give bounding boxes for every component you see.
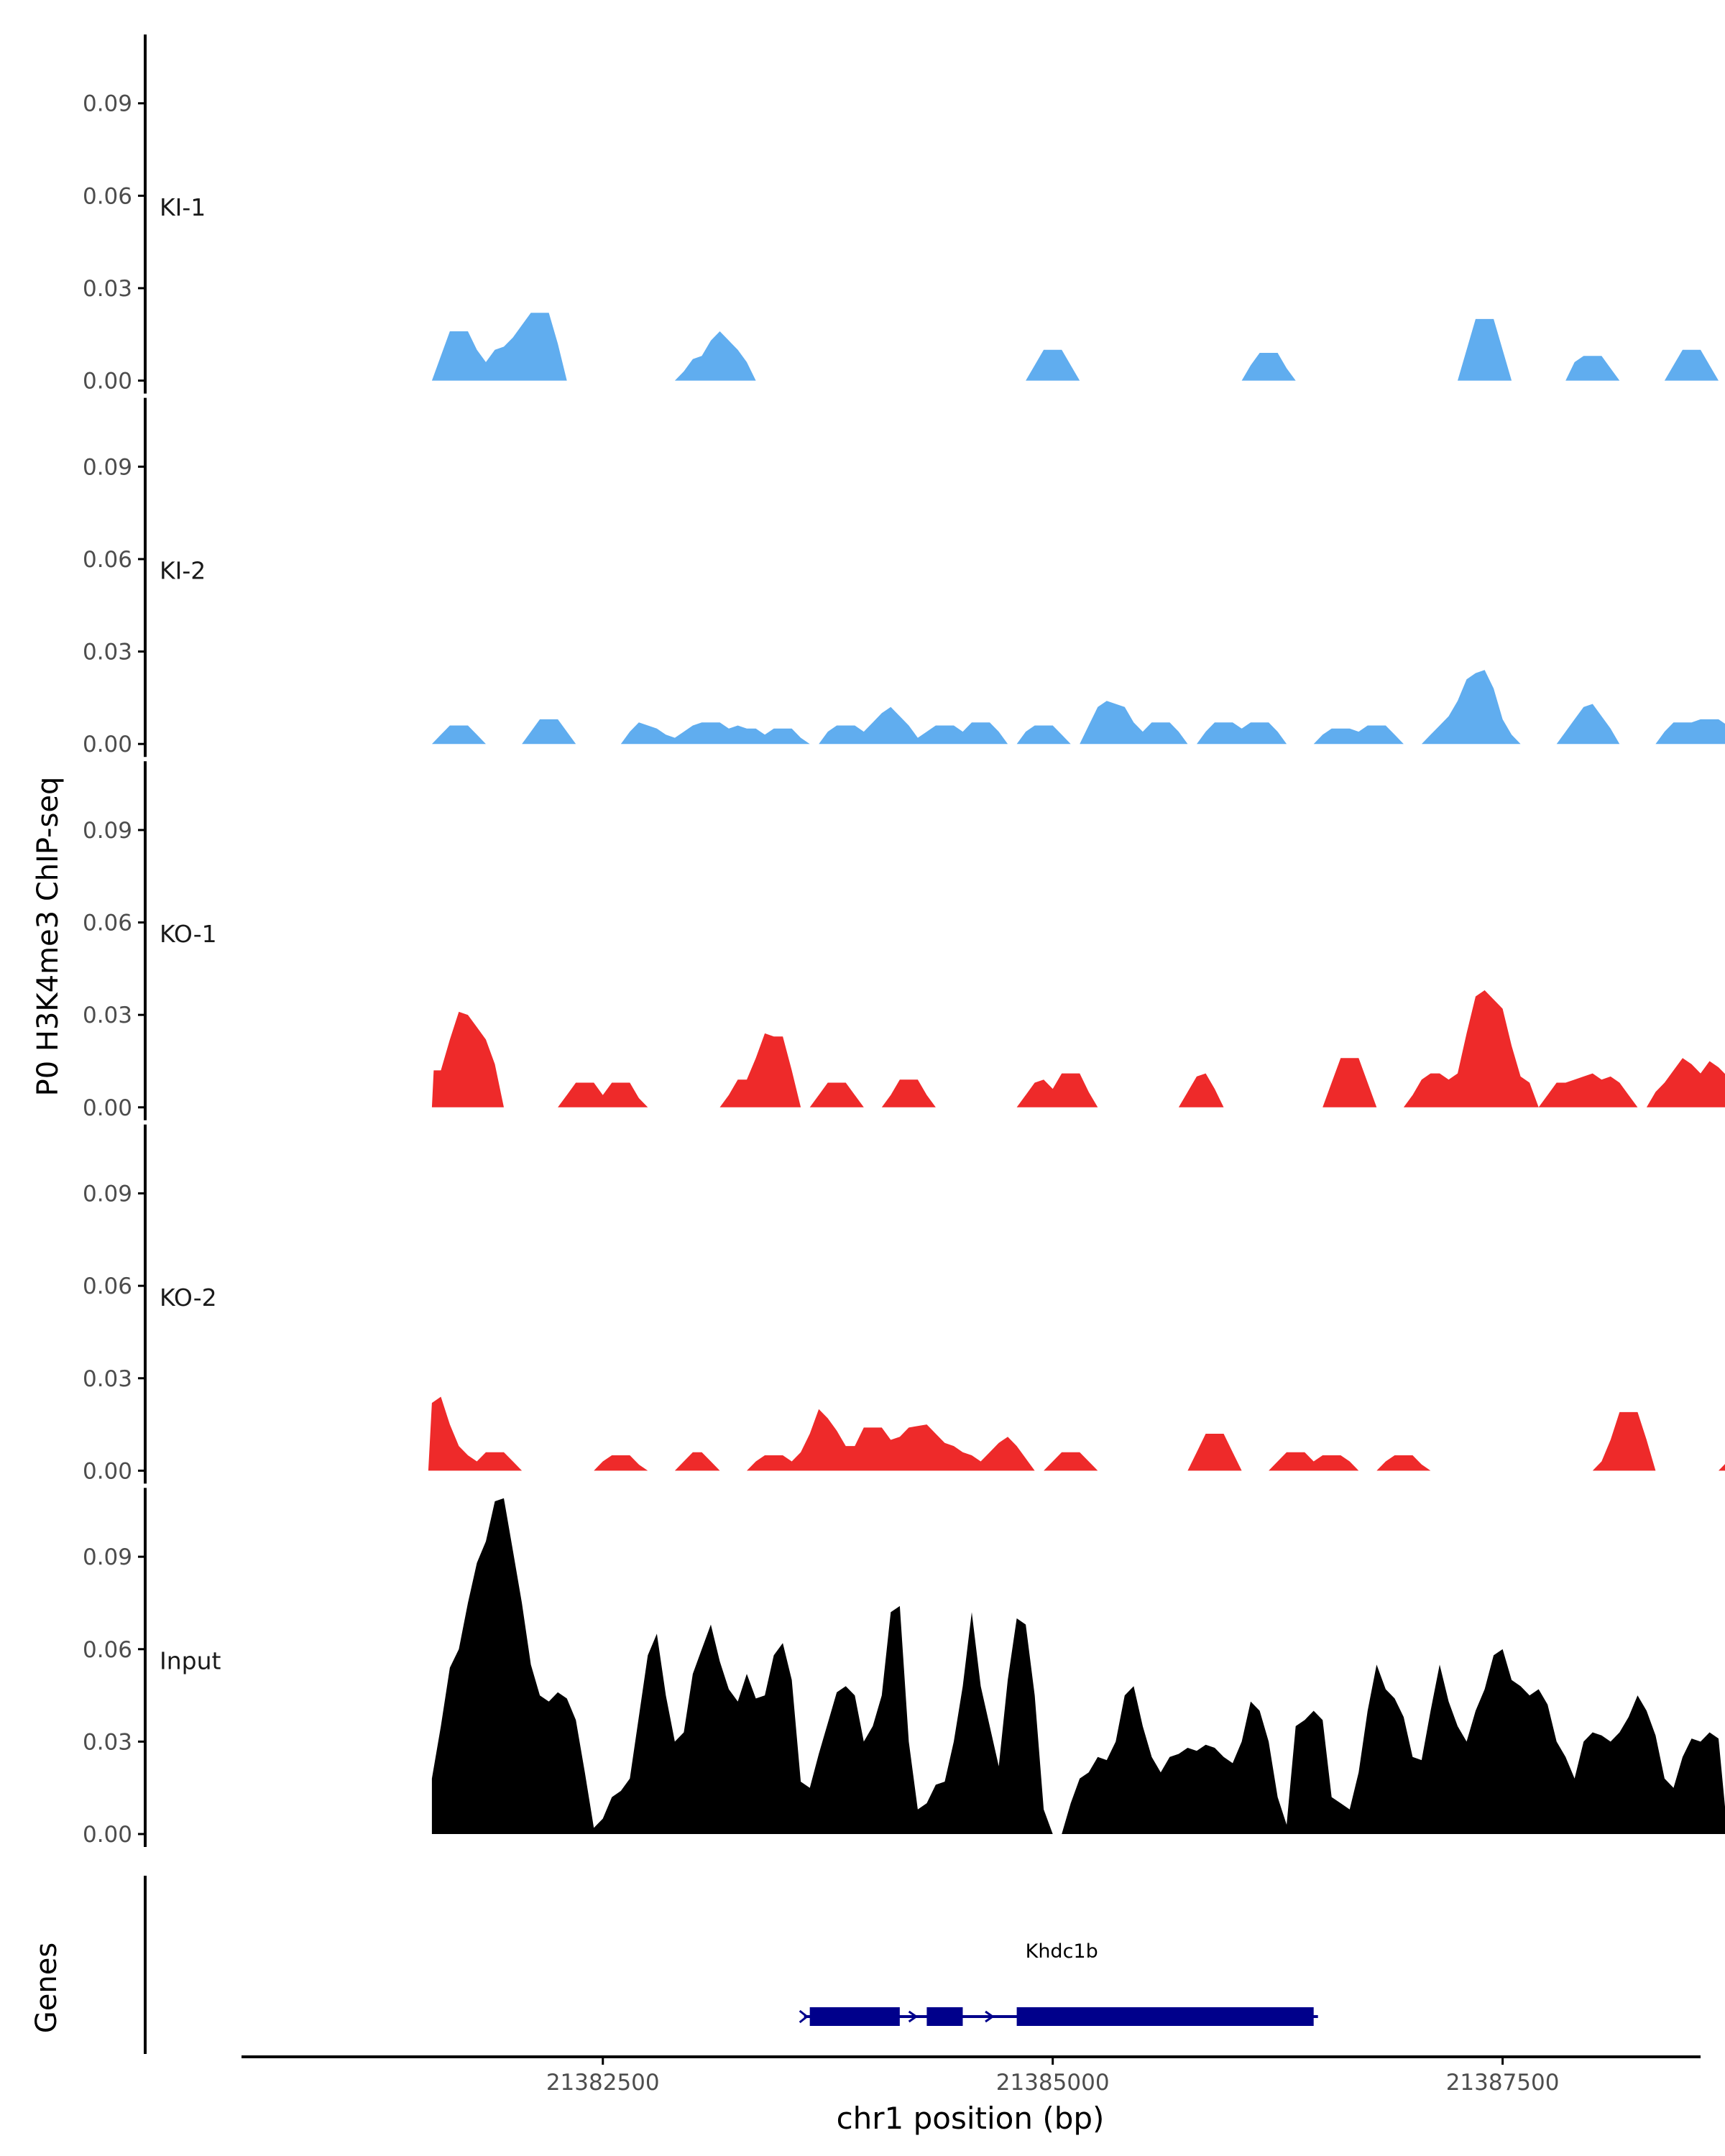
tracks-layer: 0.00 0.03 0.06 0.09 KI-1 0.00 0.03 0.06 0.09 KI-2…: [83, 34, 1725, 1848]
signal-area-ko-2: [428, 1396, 1725, 1471]
y-tick-label: 0.03: [83, 1729, 132, 1755]
x-axis: 21382500 21385000 21387500: [242, 2055, 1701, 2096]
track-label: KO-2: [160, 1284, 217, 1312]
y-tick-label: 0.03: [83, 1003, 132, 1028]
y-tick-label: 0.00: [83, 1095, 132, 1121]
track-input: 0.00 0.03 0.06 0.09 Input: [83, 1488, 1725, 1848]
gene-khdc1b: Khdc1b: [799, 1940, 1318, 2026]
strand-arrow: [985, 2010, 995, 2023]
genes-panel-title: Genes: [30, 1943, 63, 2033]
track-label: Input: [160, 1646, 221, 1674]
genes-panel: Genes Khdc1b: [30, 1876, 1318, 2054]
y-tick-label: 0.09: [83, 1544, 132, 1570]
y-tick-label: 0.09: [83, 1181, 132, 1207]
track-ko-2: 0.00 0.03 0.06 0.09 KO-2: [83, 1124, 1725, 1484]
y-tick-label: 0.06: [83, 183, 132, 209]
y-tick-label: 0.06: [83, 547, 132, 573]
y-axis-title: P0 H3K4me3 ChIP-seq: [32, 777, 65, 1097]
y-tick-label: 0.06: [83, 1637, 132, 1663]
gene-exon: [926, 2007, 963, 2026]
strand-arrow: [799, 2009, 809, 2024]
x-tick-label: 21387500: [1446, 2070, 1560, 2096]
track-label: KO-1: [160, 920, 217, 948]
y-tick-label: 0.09: [83, 454, 132, 480]
y-tick-label: 0.00: [83, 369, 132, 395]
y-tick-label: 0.06: [83, 1273, 132, 1299]
signal-area-ko-1: [431, 990, 1725, 1107]
y-tick-label: 0.09: [83, 818, 132, 844]
gene-exon: [1016, 2007, 1314, 2026]
signal-area-input: [431, 1498, 1725, 1834]
track-label: KI-1: [160, 193, 206, 221]
gene-name-label: Khdc1b: [1026, 1940, 1098, 1963]
gene-exon: [809, 2007, 900, 2026]
track-ko-1: 0.00 0.03 0.06 0.09 KO-1: [83, 761, 1725, 1121]
track-ki-2: 0.00 0.03 0.06 0.09 KI-2: [83, 397, 1725, 757]
y-tick-label: 0.03: [83, 276, 132, 302]
strand-arrow: [908, 2010, 919, 2023]
track-ki-1: 0.00 0.03 0.06 0.09 KI-1: [83, 34, 1719, 395]
y-tick-label: 0.03: [83, 1366, 132, 1392]
x-axis-title: chr1 position (bp): [837, 2101, 1105, 2136]
y-tick-label: 0.09: [83, 91, 132, 117]
y-tick-label: 0.03: [83, 640, 132, 665]
signal-area-ki-1: [431, 313, 1719, 381]
y-tick-label: 0.00: [83, 1822, 132, 1848]
y-tick-label: 0.06: [83, 911, 132, 936]
signal-area-ki-2: [431, 670, 1725, 745]
y-tick-label: 0.00: [83, 732, 132, 757]
x-tick-label: 21385000: [996, 2070, 1110, 2096]
track-label: KI-2: [160, 557, 206, 585]
y-tick-label: 0.00: [83, 1458, 132, 1484]
x-tick-label: 21382500: [546, 2070, 660, 2096]
